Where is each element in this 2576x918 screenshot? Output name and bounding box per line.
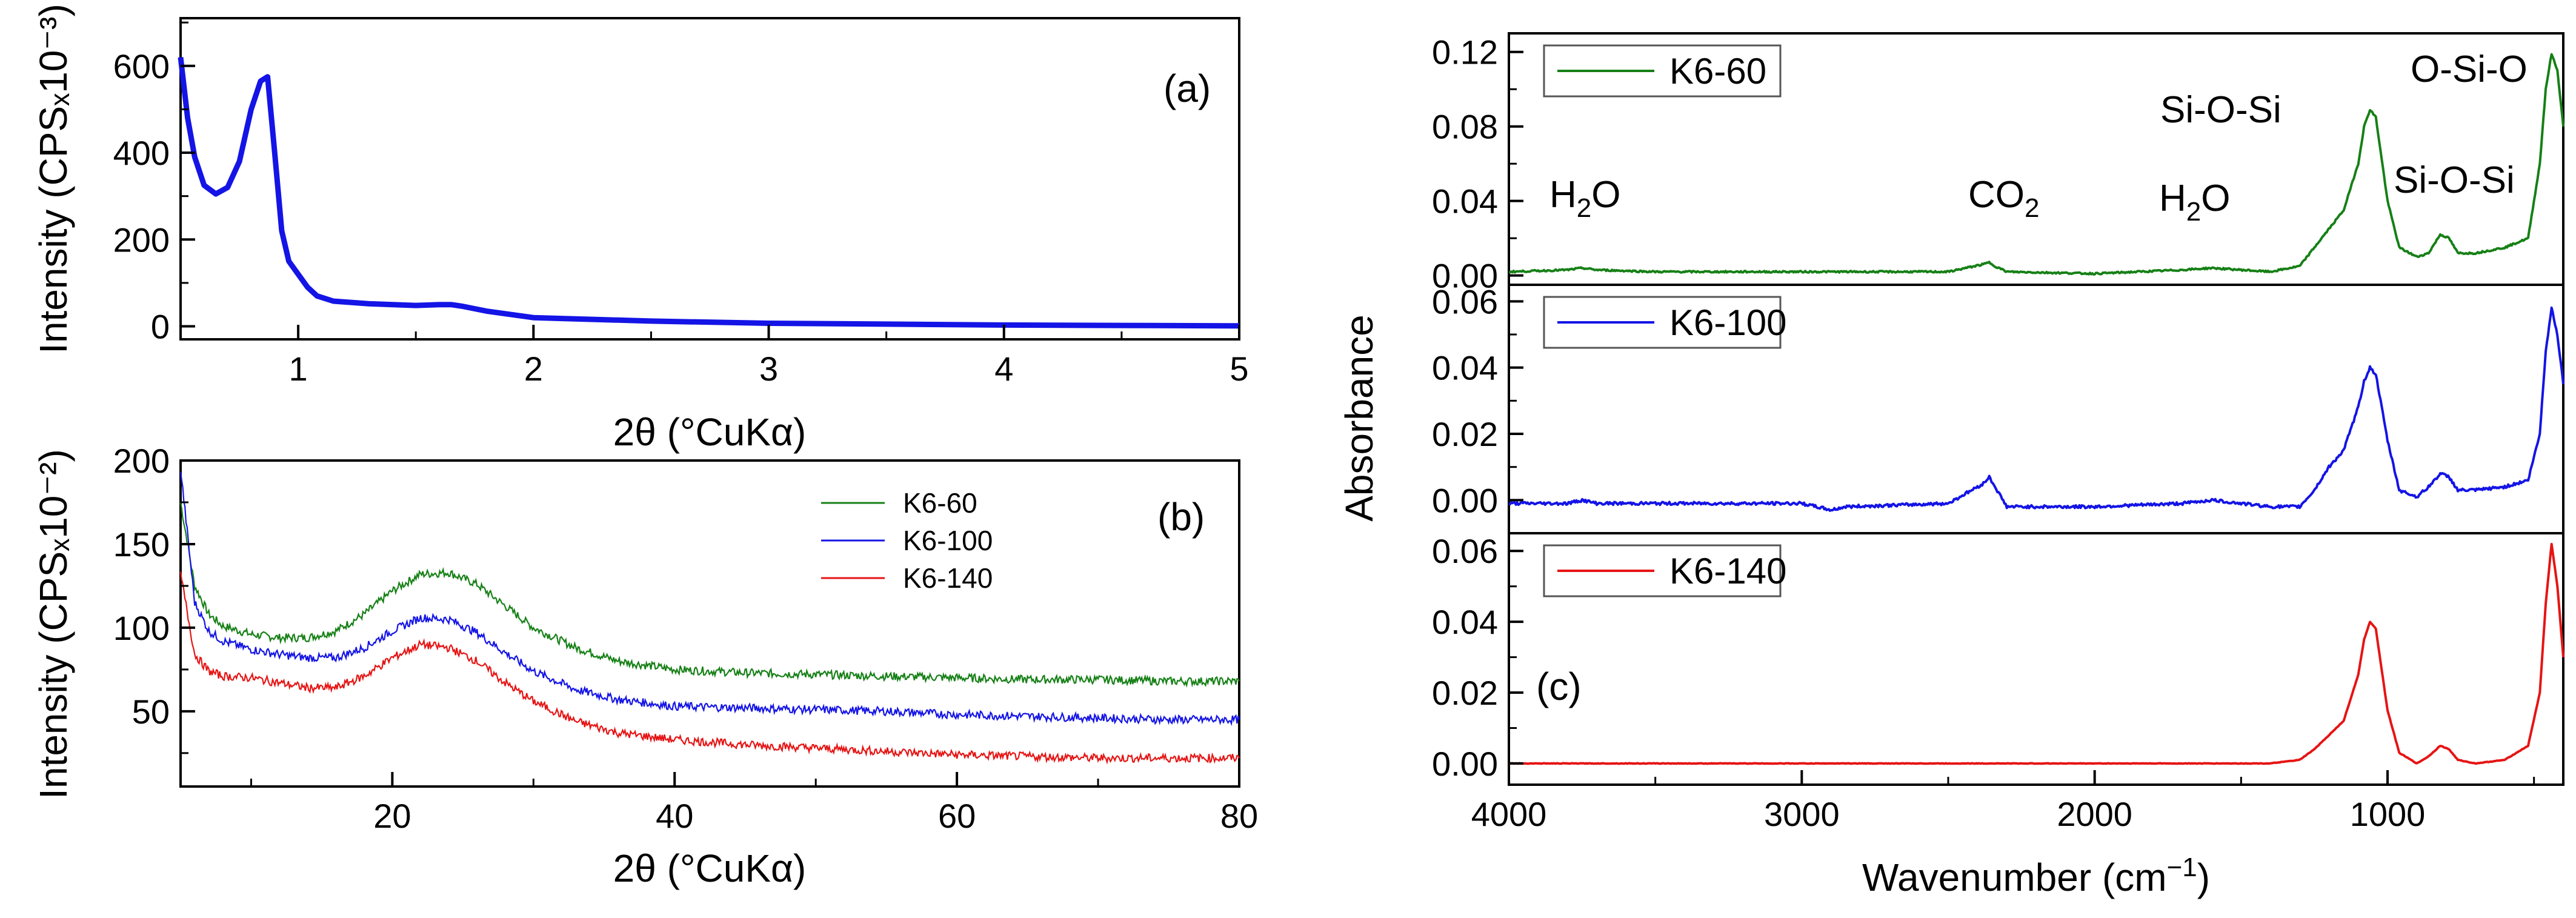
panel-b-x-tick-label: 60 bbox=[938, 797, 976, 835]
panel-c-ftir: 0.000.040.080.120.000.020.040.060.000.02… bbox=[1337, 32, 2564, 899]
panel-a-x-axis-title: 2θ (°CuKα) bbox=[613, 410, 807, 454]
panel-b-tag: (b) bbox=[1157, 495, 1205, 539]
panel-c-y-tick-label: 0.02 bbox=[1432, 415, 1498, 453]
panel-b-legend: K6-60 K6-100 K6-140 bbox=[821, 487, 993, 594]
panel-c-y-tick-label: 0.00 bbox=[1432, 745, 1498, 783]
panel-a-x-tick-label: 5 bbox=[1230, 350, 1248, 388]
panel-a-y-tick-label: 400 bbox=[113, 134, 170, 172]
panel-c-x-tick-label: 4000 bbox=[1471, 795, 1547, 833]
panel-c-y-tick-label: 0.02 bbox=[1432, 674, 1498, 712]
panel-c-y-tick-label: 0.04 bbox=[1432, 182, 1498, 221]
panel-c-tag: (c) bbox=[1536, 665, 1582, 708]
panel-c-x-tick-label: 1000 bbox=[2350, 795, 2426, 833]
panel-a-x-tick-label: 3 bbox=[759, 350, 778, 388]
panel-b-legend-label: K6-100 bbox=[903, 525, 993, 556]
panel-a-xrd-low-angle: 0 200 400 600 1 2 3 4 5 (a) 2θ (°CuKα) Intensit… bbox=[32, 4, 1249, 454]
panel-c-spectrum-k6-60 bbox=[1508, 53, 2564, 276]
panel-b-series-k6-100 bbox=[179, 471, 1240, 727]
annotation-si-o-si-main: Si-O-Si bbox=[2160, 89, 2281, 131]
panel-b-x-axis-title: 2θ (°CuKα) bbox=[613, 846, 807, 890]
panel-a-x-tick-label: 2 bbox=[524, 350, 543, 388]
panel-c-spectrum-k6-140 bbox=[1508, 542, 2564, 765]
panel-a-y-tick-label: 600 bbox=[113, 47, 170, 85]
panel-b-y-tick-label: 200 bbox=[113, 442, 170, 480]
annotation-si-o-si-minor: Si-O-Si bbox=[2394, 159, 2515, 201]
panel-c-legend-label: K6-60 bbox=[1669, 51, 1766, 91]
annotation-co2: CO2 bbox=[1968, 174, 2039, 223]
panel-c-x-axis-title: Wavenumber (cm−1) bbox=[1862, 853, 2210, 899]
panel-a-y-axis-title: Intensity (CPSₓ10⁻³) bbox=[32, 4, 75, 354]
panel-c-spectrum-k6-100 bbox=[1508, 306, 2564, 512]
panel-b-series-k6-60 bbox=[179, 502, 1240, 688]
panel-a-frame bbox=[179, 17, 1240, 341]
panel-b-y-axis-title: Intensity (CPSₓ10⁻²) bbox=[32, 449, 75, 799]
panel-a-y-tick-label: 0 bbox=[151, 308, 170, 346]
panel-c-legend-label: K6-140 bbox=[1669, 551, 1786, 591]
panel-b-series-k6-140 bbox=[179, 571, 1240, 765]
panel-a-series-line bbox=[178, 56, 1240, 329]
panel-c-y-axis-title: Absorbance bbox=[1337, 314, 1381, 522]
panel-c-y-tick-label: 0.08 bbox=[1432, 108, 1498, 146]
panel-c-y-tick-label: 0.04 bbox=[1432, 349, 1498, 387]
panel-b-legend-label: K6-60 bbox=[903, 487, 977, 519]
panel-c-x-tick-label: 2000 bbox=[2057, 795, 2132, 833]
panel-b-legend-label: K6-140 bbox=[903, 562, 993, 594]
panel-c-y-tick-label: 0.06 bbox=[1432, 282, 1498, 321]
annotation-h2o-1: H2O bbox=[1549, 174, 1621, 223]
panel-c-x-tick-label: 3000 bbox=[1764, 795, 1840, 833]
panel-b-x-tick-label: 80 bbox=[1220, 797, 1258, 835]
panel-a-x-tick-label: 4 bbox=[994, 350, 1013, 388]
annotation-h2o-2: H2O bbox=[2159, 178, 2231, 227]
annotation-o-si-o: O-Si-O bbox=[2411, 48, 2528, 90]
panel-a-y-tick-label: 200 bbox=[113, 221, 170, 259]
panel-b-frame bbox=[179, 459, 1240, 788]
panel-c-y-tick-label: 0.00 bbox=[1432, 257, 1498, 295]
panel-b-y-tick-label: 150 bbox=[113, 525, 170, 564]
panel-b-x-tick-label: 20 bbox=[373, 797, 411, 835]
panel-a-tag: (a) bbox=[1163, 67, 1211, 110]
panel-c-y-tick-label: 0.04 bbox=[1432, 603, 1498, 641]
panel-c-y-tick-label: 0.06 bbox=[1432, 532, 1498, 570]
panel-c-frame bbox=[1508, 32, 2564, 786]
panel-b-x-tick-label: 40 bbox=[656, 797, 693, 835]
panel-c-legend-label: K6-100 bbox=[1669, 302, 1786, 343]
panel-b-xrd-wide-angle: 50 100 150 200 20 40 60 80 K6-60 K6-100 K6-140 (… bbox=[32, 442, 1258, 890]
panel-a-x-tick-label: 1 bbox=[289, 350, 308, 388]
panel-b-y-tick-label: 50 bbox=[132, 693, 170, 731]
panel-b-y-tick-label: 100 bbox=[113, 609, 170, 647]
panel-c-y-tick-label: 0.00 bbox=[1432, 481, 1498, 519]
panel-c-y-tick-label: 0.12 bbox=[1432, 33, 1498, 72]
